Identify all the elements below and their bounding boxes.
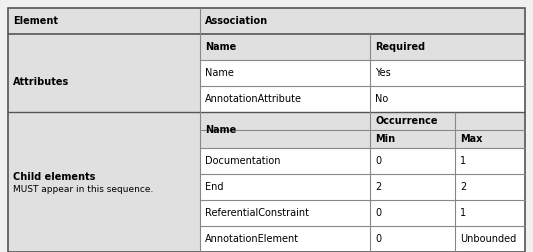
Bar <box>8 112 200 252</box>
Bar <box>370 86 525 112</box>
Text: End: End <box>205 182 223 192</box>
Bar <box>370 200 455 226</box>
Bar <box>455 174 525 200</box>
Text: Max: Max <box>460 134 482 144</box>
Text: Min: Min <box>375 134 395 144</box>
Text: Attributes: Attributes <box>13 77 69 87</box>
Bar <box>200 200 370 226</box>
Bar <box>370 60 525 86</box>
Bar <box>455 226 525 252</box>
Text: Documentation: Documentation <box>205 156 280 166</box>
Bar <box>200 34 370 60</box>
Bar <box>370 226 455 252</box>
Bar <box>370 130 455 148</box>
Bar <box>200 174 370 200</box>
Bar <box>370 148 455 174</box>
Text: Required: Required <box>375 42 425 52</box>
Bar <box>370 174 455 200</box>
Text: AnnotationElement: AnnotationElement <box>205 234 299 244</box>
Text: ReferentialConstraint: ReferentialConstraint <box>205 208 309 218</box>
Bar <box>370 34 525 60</box>
Text: Name: Name <box>205 68 234 78</box>
Text: 1: 1 <box>460 208 466 218</box>
Text: Name: Name <box>205 42 236 52</box>
Text: Occurrence: Occurrence <box>375 116 438 126</box>
Text: 0: 0 <box>375 234 381 244</box>
Bar <box>200 112 370 148</box>
Text: Yes: Yes <box>375 68 391 78</box>
Bar <box>455 200 525 226</box>
Text: Association: Association <box>205 16 268 26</box>
Bar <box>200 148 370 174</box>
Text: Child elements: Child elements <box>13 172 95 182</box>
Text: 2: 2 <box>460 182 466 192</box>
Text: No: No <box>375 94 388 104</box>
Bar <box>200 60 370 86</box>
Text: 2: 2 <box>375 182 381 192</box>
Text: 0: 0 <box>375 208 381 218</box>
Bar <box>200 8 525 34</box>
Text: MUST appear in this sequence.: MUST appear in this sequence. <box>13 184 154 194</box>
Text: AnnotationAttribute: AnnotationAttribute <box>205 94 302 104</box>
Text: 1: 1 <box>460 156 466 166</box>
Text: Unbounded: Unbounded <box>460 234 516 244</box>
Bar <box>455 130 525 148</box>
Bar <box>8 8 200 34</box>
Bar <box>455 148 525 174</box>
Text: Name: Name <box>205 125 236 135</box>
Text: 0: 0 <box>375 156 381 166</box>
Bar <box>200 86 370 112</box>
Bar <box>8 34 200 130</box>
Bar <box>370 112 525 130</box>
Text: Element: Element <box>13 16 58 26</box>
Bar <box>200 226 370 252</box>
